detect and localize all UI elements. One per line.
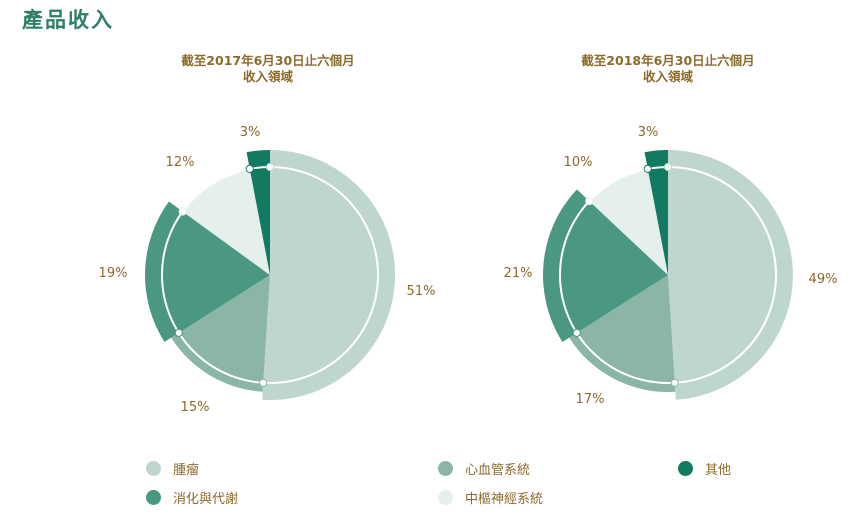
- ring-dot: [643, 164, 652, 174]
- legend-item-digestive: 消化與代謝: [146, 488, 238, 507]
- pie-chart-2: 49% 17% 21% 10% 3%: [504, 125, 838, 407]
- data-label-digestive: 21%: [504, 266, 533, 281]
- ring-dot: [178, 207, 187, 216]
- slice-digestive: [144, 201, 270, 342]
- legend-item-cardio: 心血管系統: [438, 459, 530, 478]
- legend-item-oncology: 腫瘤: [146, 459, 199, 478]
- data-label-cardio: 15%: [181, 400, 210, 415]
- slice-digestive: [542, 189, 668, 342]
- ring-dot: [265, 162, 275, 172]
- legend-label-digestive: 消化與代謝: [173, 492, 239, 507]
- chart-2-title: 截至2018年6月30日止六個月: [581, 53, 755, 68]
- legend-swatch-cns: [438, 490, 453, 505]
- data-label-cardio: 17%: [576, 392, 605, 407]
- chart-2-heading: 截至2018年6月30日止六個月 收入領域: [518, 53, 818, 85]
- chart-1-subtitle: 收入領域: [242, 69, 293, 84]
- page-title: 產品收入: [22, 8, 114, 32]
- slice-other: [644, 150, 668, 275]
- slice-cns: [182, 168, 270, 275]
- legend-item-cns: 中樞神經系統: [438, 488, 543, 507]
- data-label-cns: 12%: [166, 155, 195, 170]
- ring-dot: [174, 328, 183, 337]
- slice-oncology: [262, 149, 396, 400]
- ring-dot: [259, 378, 268, 387]
- chart-1-heading: 截至2017年6月30日止六個月 收入領域: [118, 53, 418, 85]
- ring-dot: [585, 196, 594, 206]
- pie-chart-1: 51% 15% 19% 12% 3%: [99, 125, 436, 415]
- slice-oncology: [668, 150, 793, 400]
- slice-cns: [589, 168, 668, 275]
- ring-dot: [670, 378, 679, 387]
- data-label-other: 3%: [240, 125, 261, 140]
- data-label-other: 3%: [638, 125, 659, 140]
- slice-cardio: [569, 275, 676, 393]
- ring-dot: [245, 164, 254, 174]
- slice-cardio: [171, 275, 270, 392]
- legend-swatch-oncology: [146, 461, 161, 476]
- data-label-digestive: 19%: [99, 266, 128, 281]
- legend-swatch-digestive: [146, 490, 161, 505]
- legend-label-cardio: 心血管系統: [465, 463, 531, 478]
- legend-label-oncology: 腫瘤: [173, 463, 200, 478]
- chart-2-subtitle: 收入領域: [642, 69, 693, 84]
- legend-swatch-other: [678, 461, 693, 476]
- legend-swatch-cardio: [438, 461, 453, 476]
- ring-dot: [572, 328, 581, 337]
- data-label-oncology: 51%: [407, 284, 436, 299]
- data-label-oncology: 49%: [809, 272, 838, 287]
- data-label-cns: 10%: [564, 155, 593, 170]
- legend-item-other: 其他: [678, 459, 731, 478]
- chart-1-title: 截至2017年6月30日止六個月: [181, 53, 355, 68]
- legend-label-cns: 中樞神經系統: [465, 492, 544, 507]
- slice-other: [246, 150, 270, 275]
- legend-label-other: 其他: [705, 463, 732, 478]
- ring-dot: [663, 162, 673, 172]
